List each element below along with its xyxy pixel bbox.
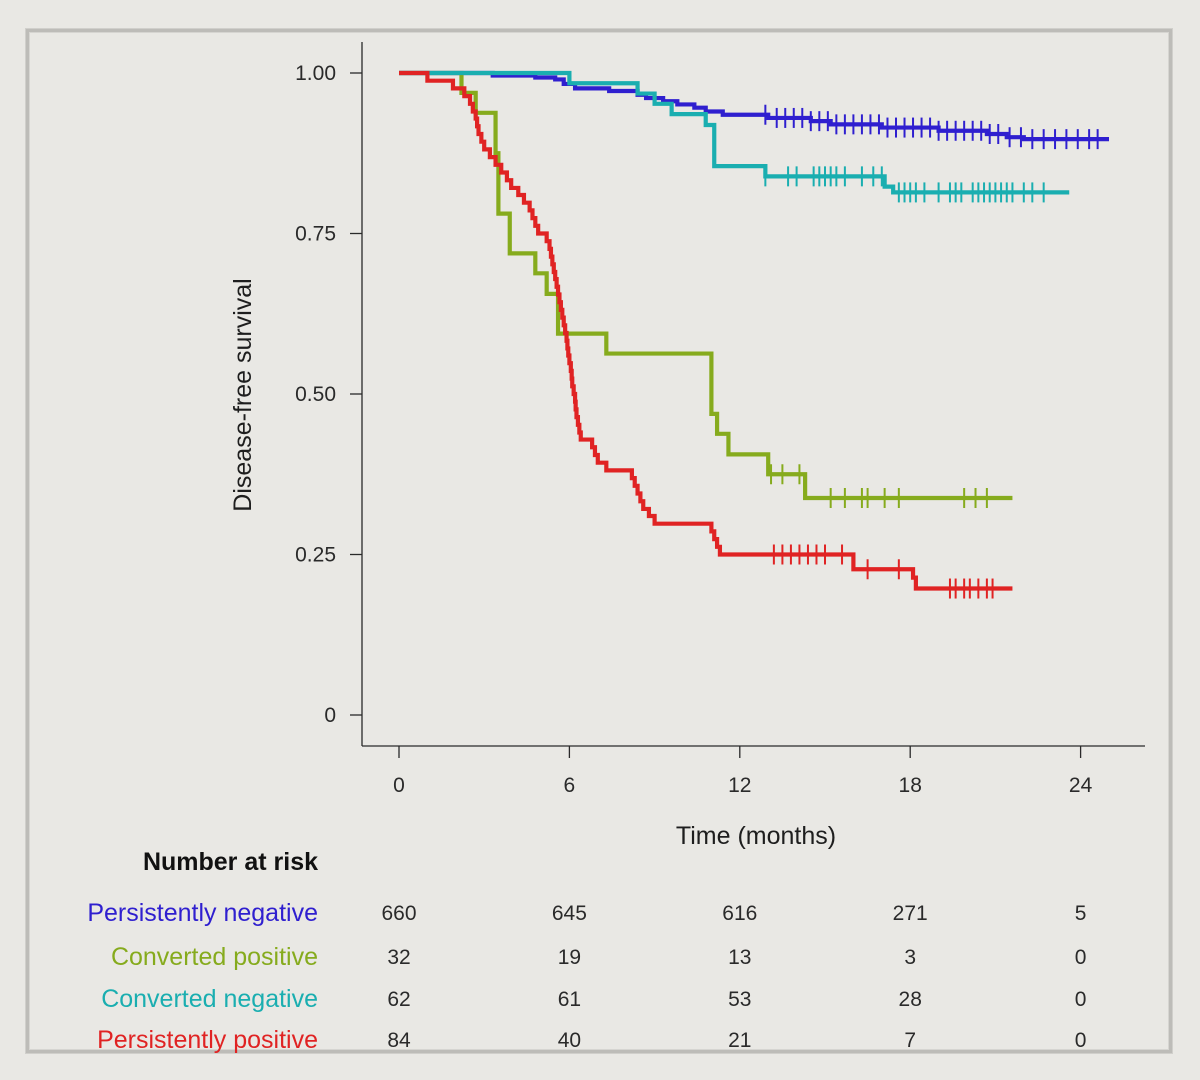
risk-table-title: Number at risk <box>143 848 318 876</box>
risk-row-label: Converted negative <box>101 985 318 1013</box>
series-converted-positive <box>399 70 1013 509</box>
risk-table: Number at risk Persistently negative 660 6… <box>87 848 1086 1054</box>
series-persistently-negative <box>399 70 1109 150</box>
survival-curve <box>399 70 1109 142</box>
risk-cell: 3 <box>904 946 916 969</box>
y-tick-label: 0.75 <box>295 223 336 246</box>
y-tick-label: 1.00 <box>295 62 336 85</box>
risk-cell: 21 <box>728 1029 751 1052</box>
risk-cell: 5 <box>1075 902 1087 925</box>
y-tick-label: 0 <box>324 704 336 727</box>
survival-curve <box>399 70 1013 591</box>
risk-row-label: Persistently negative <box>87 899 318 927</box>
risk-cell: 616 <box>722 902 757 925</box>
risk-cell: 13 <box>728 946 751 969</box>
risk-cell: 61 <box>558 988 581 1011</box>
x-tick-label: 12 <box>728 774 751 797</box>
series-persistently-positive <box>399 70 1013 599</box>
figure-frame <box>26 29 1172 1053</box>
x-tick-label: 18 <box>899 774 922 797</box>
risk-cell: 271 <box>893 902 928 925</box>
risk-cell: 0 <box>1075 1029 1087 1052</box>
risk-cell: 28 <box>899 988 922 1011</box>
x-axis-title: Time (months) <box>676 822 836 850</box>
survival-curve <box>399 70 1013 501</box>
risk-cell: 53 <box>728 988 751 1011</box>
risk-cell: 0 <box>1075 988 1087 1011</box>
chart-axes <box>361 42 1145 747</box>
risk-cell: 62 <box>387 988 410 1011</box>
risk-cell: 7 <box>904 1029 916 1052</box>
risk-cell: 84 <box>387 1029 411 1052</box>
x-ticks: 0 6 12 18 24 <box>393 746 1093 797</box>
y-axis-title: Disease-free survival <box>229 278 257 511</box>
risk-cell: 660 <box>381 902 416 925</box>
survival-curve <box>399 70 1070 195</box>
y-ticks: 0 0.25 0.50 0.75 1.00 <box>295 62 362 727</box>
y-tick-label: 0.25 <box>295 544 336 567</box>
series-layer <box>399 70 1109 599</box>
x-tick-label: 6 <box>564 774 576 797</box>
risk-cell: 645 <box>552 902 587 925</box>
risk-row-label: Persistently positive <box>97 1026 318 1054</box>
x-tick-label: 0 <box>393 774 405 797</box>
risk-cell: 0 <box>1075 946 1087 969</box>
risk-cell: 40 <box>558 1029 581 1052</box>
risk-row-label: Converted positive <box>111 943 318 971</box>
risk-cell: 32 <box>387 946 410 969</box>
risk-cell: 19 <box>558 946 581 969</box>
y-tick-label: 0.50 <box>295 383 336 406</box>
series-converted-negative <box>399 70 1070 203</box>
x-tick-label: 24 <box>1069 774 1093 797</box>
